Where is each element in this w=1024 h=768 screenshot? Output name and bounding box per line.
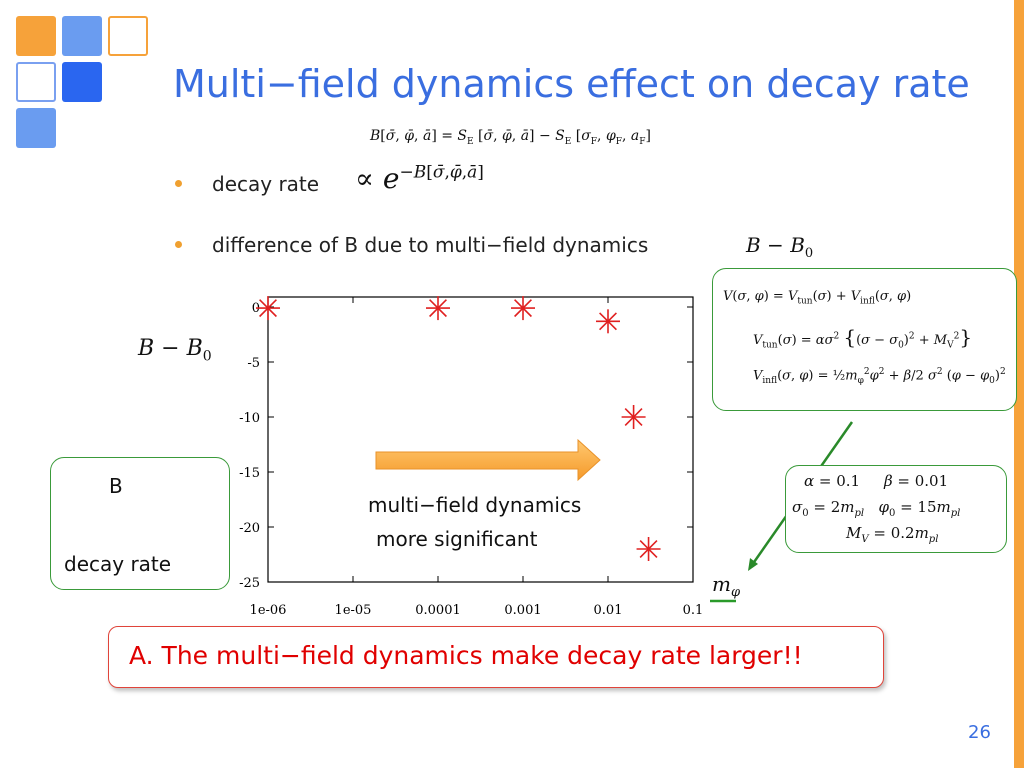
bullet-dot-2 bbox=[175, 241, 182, 248]
parameter-line-1: α = 0.1 β = 0.01 bbox=[804, 472, 949, 490]
bullet-difference: difference of B due to multi−field dynam… bbox=[212, 233, 649, 257]
data-point bbox=[636, 537, 661, 561]
logo-square-dark-blue bbox=[62, 62, 102, 102]
logo-square-blue bbox=[62, 16, 102, 56]
parameter-line-3: MV = 0.2mpl bbox=[846, 524, 939, 545]
arrow-caption-line1: multi−field dynamics bbox=[368, 493, 582, 517]
x-tick-label: 1e-05 bbox=[335, 603, 372, 618]
data-point bbox=[621, 405, 646, 429]
logo-square-orange-outline bbox=[108, 16, 148, 56]
data-point bbox=[426, 296, 450, 321]
right-accent-bar bbox=[1014, 0, 1024, 768]
potential-line-2: Vtun(σ) = ασ2 {(σ − σ0)2 + MV2} bbox=[753, 325, 973, 351]
definition-formula: B[σ̄, φ̄, ā] = SE [σ̄, φ̄, ā] − SE [σF, … bbox=[370, 128, 651, 147]
x-tick-label: 1e-06 bbox=[250, 603, 287, 618]
difference-formula: B − B0 bbox=[746, 233, 814, 261]
chart-ylabel: B − B0 bbox=[138, 336, 212, 365]
bullet-decay-rate: decay rate bbox=[212, 172, 320, 196]
y-tick-label: -5 bbox=[247, 356, 260, 371]
logo-square-orange bbox=[16, 16, 56, 56]
parameter-box: α = 0.1 β = 0.01 σ0 = 2mpl φ0 = 15mpl MV… bbox=[785, 465, 1007, 553]
conclusion-box: A. The multi−field dynamics make decay r… bbox=[108, 626, 884, 688]
x-tick-label: 0.01 bbox=[594, 603, 623, 618]
decay-rate-formula: ∝ e−B[σ̄,φ̄,ā] bbox=[355, 162, 484, 195]
x-tick-label: 0.0001 bbox=[415, 603, 461, 618]
arrow-caption-line2: more significant bbox=[376, 527, 538, 551]
y-tick-label: -10 bbox=[239, 411, 260, 426]
x-tick-label: 0.1 bbox=[683, 603, 704, 618]
data-point bbox=[596, 309, 620, 334]
page-number: 26 bbox=[968, 722, 991, 743]
y-tick-label: 0 bbox=[252, 301, 260, 316]
slide-title: Multi−field dynamics effect on decay rat… bbox=[173, 62, 970, 106]
logo-square-blue-lower bbox=[16, 108, 56, 148]
potential-line-3: Vinfl(σ, φ) = ½mφ2φ2 + β/2 σ2 (φ − φ0)2 bbox=[753, 367, 1006, 386]
y-tick-label: -15 bbox=[239, 466, 260, 481]
b-rate-box: B decay rate bbox=[50, 457, 230, 590]
potential-box: V(σ, φ) = Vtun(σ) + Vinfl(σ, φ) Vtun(σ) … bbox=[712, 268, 1017, 411]
data-point bbox=[256, 296, 280, 321]
b-label: B bbox=[109, 474, 123, 498]
potential-line-1: V(σ, φ) = Vtun(σ) + Vinfl(σ, φ) bbox=[723, 289, 912, 307]
y-tick-label: -20 bbox=[239, 521, 260, 536]
data-point bbox=[511, 296, 535, 321]
logo-square-blue-outline bbox=[16, 62, 56, 102]
y-tick-label: -25 bbox=[239, 576, 260, 591]
parameter-line-2: σ0 = 2mpl φ0 = 15mpl bbox=[792, 498, 961, 519]
chart-xlabel: mφ bbox=[712, 572, 741, 600]
decay-rate-label: decay rate bbox=[64, 552, 172, 576]
bullet-dot-1 bbox=[175, 180, 182, 187]
significance-arrow bbox=[375, 438, 601, 482]
conclusion-text: A. The multi−field dynamics make decay r… bbox=[129, 641, 803, 670]
x-tick-label: 0.001 bbox=[504, 603, 541, 618]
